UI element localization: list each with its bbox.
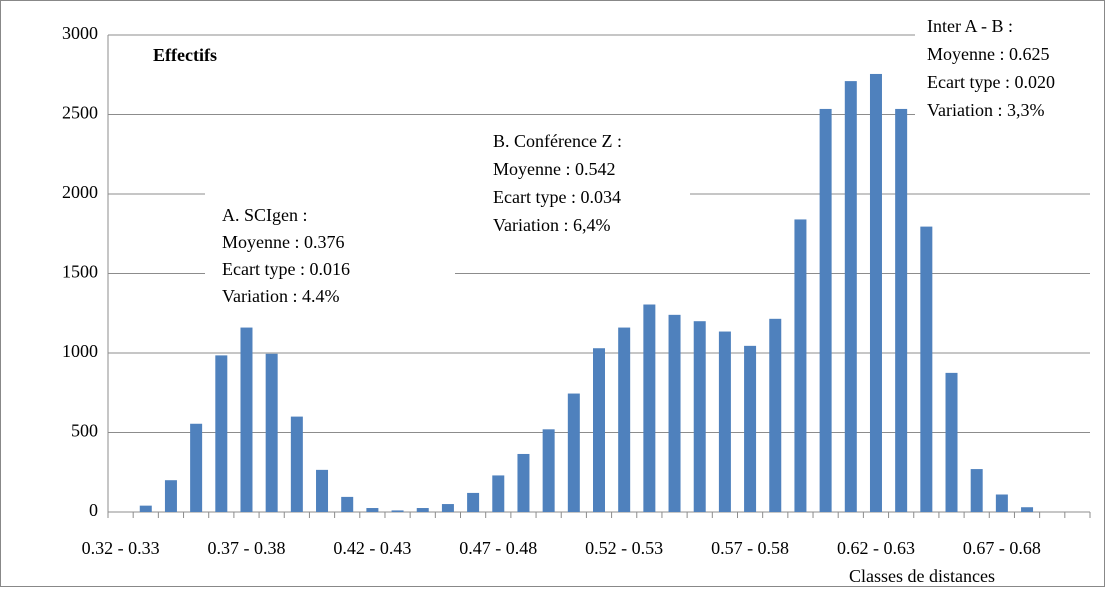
bar xyxy=(920,226,933,512)
y-tick-label: 3000 xyxy=(62,23,98,43)
bar xyxy=(215,355,228,512)
bar xyxy=(995,494,1008,512)
annotation-line: Ecart type : 0.020 xyxy=(927,72,1055,92)
bar xyxy=(517,453,530,512)
y-tick-label: 2500 xyxy=(62,103,98,123)
bar xyxy=(265,353,278,512)
x-tick-label: 0.62 - 0.63 xyxy=(837,538,915,558)
bar xyxy=(945,372,958,512)
bar xyxy=(441,504,454,512)
bar xyxy=(819,108,832,512)
bar xyxy=(693,321,706,512)
annotation-box xyxy=(915,2,1103,125)
x-tick-label: 0.37 - 0.38 xyxy=(207,538,285,558)
bar xyxy=(341,496,354,512)
y-tick-label: 0 xyxy=(89,500,98,520)
bar xyxy=(593,348,605,512)
bar xyxy=(139,505,152,512)
annotation-line: Moyenne : 0.625 xyxy=(927,44,1049,64)
bar xyxy=(290,416,303,512)
y-tick-label: 1500 xyxy=(62,262,98,282)
x-tick-label: 0.32 - 0.33 xyxy=(82,538,160,558)
annotation-line: A. SCIgen : xyxy=(222,205,308,225)
y-tick-label: 500 xyxy=(71,421,98,441)
x-tick-label: 0.57 - 0.58 xyxy=(711,538,789,558)
annotation-line: Variation : 6,4% xyxy=(493,215,610,235)
bar xyxy=(970,469,983,512)
bar xyxy=(190,423,203,512)
bar xyxy=(895,108,908,512)
bar xyxy=(316,469,329,512)
x-tick-label: 0.47 - 0.48 xyxy=(459,538,537,558)
bar xyxy=(492,475,505,512)
bar xyxy=(366,508,379,512)
annotation-box xyxy=(455,130,690,240)
bar xyxy=(794,219,807,512)
annotation-line: Moyenne : 0.542 xyxy=(493,159,615,179)
x-axis-label: Classes de distances xyxy=(849,566,995,586)
annotation-line: Ecart type : 0.034 xyxy=(493,187,621,207)
bar xyxy=(744,345,757,512)
annotation-line: Inter A - B : xyxy=(927,16,1013,36)
bar xyxy=(1021,507,1034,512)
annotation-line: Ecart type : 0.016 xyxy=(222,259,350,279)
bar xyxy=(240,327,253,512)
x-tick-label: 0.42 - 0.43 xyxy=(333,538,411,558)
bar xyxy=(869,73,882,512)
bar xyxy=(643,304,656,512)
bar xyxy=(718,331,731,512)
bar xyxy=(416,508,429,512)
annotation-box xyxy=(205,190,455,310)
bar xyxy=(618,327,631,512)
bar xyxy=(164,480,177,512)
annotation-line: Variation : 4.4% xyxy=(222,286,339,306)
annotation-line: B. Conférence Z : xyxy=(493,131,622,151)
chart-title: Effectifs xyxy=(153,45,217,65)
bar xyxy=(467,492,480,512)
bar xyxy=(668,314,681,512)
annotation-line: Moyenne : 0.376 xyxy=(222,232,344,252)
y-tick-label: 1000 xyxy=(62,341,98,361)
bar xyxy=(844,81,857,513)
bar xyxy=(769,318,782,512)
x-tick-label: 0.52 - 0.53 xyxy=(585,538,663,558)
annotation-line: Variation : 3,3% xyxy=(927,100,1044,120)
y-tick-label: 2000 xyxy=(62,182,98,202)
bar xyxy=(542,429,555,512)
bar xyxy=(567,393,580,512)
bar xyxy=(391,510,404,512)
x-tick-label: 0.67 - 0.68 xyxy=(963,538,1041,558)
